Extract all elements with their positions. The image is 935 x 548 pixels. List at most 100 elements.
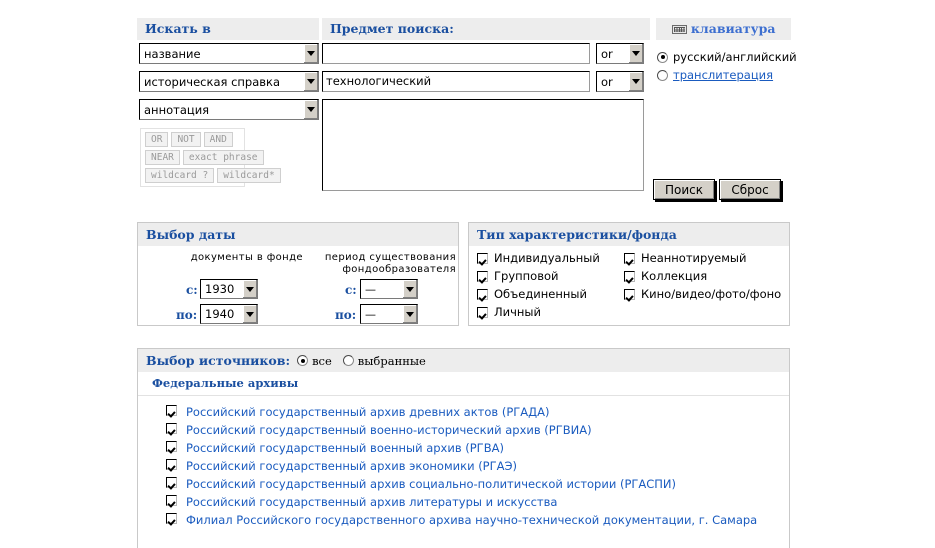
radio-sources-selected[interactable] (342, 355, 354, 366)
archive-link-rgali[interactable]: Российский государственный архив литерат… (186, 495, 558, 509)
where-header: Искать в (137, 18, 319, 40)
fund-type-item-group[interactable]: Групповой (477, 269, 622, 283)
fund-type-item-personal[interactable]: Личный (477, 305, 622, 319)
op-not-button[interactable]: NOT (171, 132, 201, 147)
op-near-button[interactable]: NEAR (145, 150, 180, 165)
archive-link-rgada[interactable]: Российский государственный архив древних… (186, 405, 550, 419)
archive-link-rgantd-samara[interactable]: Филиал Российского государственного архи… (186, 513, 758, 527)
sources-mode-selected[interactable]: выбранные (342, 354, 426, 368)
language-option-ru-en-label: русский/английский (673, 50, 797, 64)
chevron-down-icon[interactable] (303, 100, 318, 119)
radio-sources-all[interactable] (297, 355, 309, 366)
checkbox-archive-rgali[interactable] (166, 495, 177, 506)
checkbox-archive-rgada[interactable] (166, 405, 177, 416)
list-item[interactable]: Российский государственный военно-истори… (138, 421, 789, 439)
op-and-button[interactable]: AND (203, 132, 233, 147)
chevron-down-icon[interactable] (303, 44, 318, 63)
list-item[interactable]: Российский государственный архив литерат… (138, 493, 789, 511)
op-wildcard-question-button[interactable]: wildcard ? (145, 168, 215, 183)
chevron-down-icon[interactable] (402, 305, 417, 323)
chevron-down-icon[interactable] (628, 44, 643, 63)
list-item[interactable]: Российский государственный архив экономи… (138, 457, 789, 475)
keyboard-header: клавиатура (656, 18, 791, 40)
fund-type-item-individual-label: Индивидуальный (494, 251, 600, 265)
list-item[interactable]: Российский государственный архив социаль… (138, 475, 789, 493)
chevron-down-icon[interactable] (242, 305, 257, 323)
fund-type-item-collection[interactable]: Коллекция (624, 269, 789, 283)
checkbox-media[interactable] (624, 288, 635, 300)
date-documents-to-select[interactable]: 1940 (200, 304, 258, 324)
checkbox-archive-rgva[interactable] (166, 441, 177, 452)
language-option-translit-label[interactable]: транслитерация (673, 68, 774, 82)
fund-type-item-unannotated[interactable]: Неаннотируемый (624, 251, 789, 265)
join-operator-select-2-value: or (601, 74, 613, 89)
checkbox-united[interactable] (477, 288, 488, 300)
fund-type-right-column: Неаннотируемый Коллекция Кино/видео/фото… (624, 251, 789, 301)
reset-button[interactable]: Сброс (719, 179, 781, 200)
date-founder-from-value: — (365, 282, 376, 296)
list-item[interactable]: Филиал Российского государственного архи… (138, 511, 789, 529)
date-founder-from-select[interactable]: — (360, 279, 418, 299)
where-header-label: Искать в (145, 21, 211, 36)
join-operator-select-1[interactable]: or (596, 43, 644, 64)
checkbox-archive-rgvia[interactable] (166, 423, 177, 434)
query-input-1[interactable] (322, 43, 590, 64)
language-option-translit[interactable]: транслитерация (657, 68, 837, 82)
archive-link-rgae[interactable]: Российский государственный архив экономи… (186, 459, 518, 473)
chevron-down-icon[interactable] (242, 280, 257, 298)
checkbox-group[interactable] (477, 270, 488, 282)
fund-type-panel: Тип характеристики/фонда Индивидуальный … (468, 222, 790, 326)
checkbox-personal[interactable] (477, 306, 488, 318)
fund-type-item-unannotated-label: Неаннотируемый (641, 251, 747, 265)
archive-link-rgvia[interactable]: Российский государственный военно-истори… (186, 423, 592, 437)
radio-translit[interactable] (657, 69, 668, 81)
language-option-ru-en[interactable]: русский/английский (657, 50, 837, 64)
fund-type-item-individual[interactable]: Индивидуальный (477, 251, 622, 265)
op-exact-phrase-button[interactable]: exact phrase (182, 150, 264, 165)
fund-type-item-united-label: Объединенный (494, 287, 587, 301)
operator-helper-box: OR NOT AND NEAR exact phrase wildcard ? … (140, 128, 281, 187)
checkbox-archive-rgantd-samara[interactable] (166, 513, 177, 524)
date-documents-from-value: 1930 (205, 282, 235, 296)
checkbox-archive-rgae[interactable] (166, 459, 177, 470)
fund-type-item-personal-label: Личный (494, 305, 541, 319)
radio-ru-en[interactable] (657, 51, 668, 63)
fund-type-item-media[interactable]: Кино/видео/фото/фоно (624, 287, 789, 301)
archive-link-rgaspi[interactable]: Российский государственный архив социаль… (186, 477, 677, 491)
fund-type-item-united[interactable]: Объединенный (477, 287, 622, 301)
date-col-documents: документы в фонде (178, 252, 303, 264)
search-button[interactable]: Поиск (653, 179, 715, 200)
list-item[interactable]: Российский государственный архив древних… (138, 403, 789, 421)
op-or-button[interactable]: OR (145, 132, 169, 147)
chevron-down-icon[interactable] (303, 72, 318, 91)
checkbox-individual[interactable] (477, 252, 488, 264)
join-operator-select-2[interactable]: or (596, 71, 644, 92)
date-founder-to-label: по: (335, 308, 357, 322)
sources-group-title: Федеральные архивы (138, 372, 789, 396)
date-documents-from-select[interactable]: 1930 (200, 279, 258, 299)
chevron-down-icon[interactable] (628, 72, 643, 91)
checkbox-unannotated[interactable] (624, 252, 635, 264)
list-item[interactable]: Российский государственный военный архив… (138, 439, 789, 457)
scope-select-2[interactable]: историческая справка (139, 71, 319, 92)
archive-link-rgva[interactable]: Российский государственный военный архив… (186, 441, 504, 455)
query-textarea-3[interactable] (322, 99, 644, 191)
query-input-2[interactable]: технологический (322, 71, 590, 92)
chevron-down-icon[interactable] (402, 280, 417, 298)
keyboard-icon[interactable] (671, 25, 687, 34)
checkbox-collection[interactable] (624, 270, 635, 282)
date-panel: Выбор даты документы в фонде период суще… (137, 222, 459, 326)
scope-select-3[interactable]: аннотация (139, 99, 319, 120)
sources-panel: Выбор источников: все выбранные Федераль… (137, 348, 790, 548)
scope-select-3-value: аннотация (144, 102, 210, 117)
date-founder-to-value: — (365, 307, 376, 321)
checkbox-archive-rgaspi[interactable] (166, 477, 177, 488)
date-founder-from-label: с: (345, 283, 357, 297)
date-founder-to-select[interactable]: — (360, 304, 418, 324)
scope-select-1[interactable]: название (139, 43, 319, 64)
sources-mode-all[interactable]: все (297, 354, 332, 368)
date-col-founder-title-line2: фондообразователя (342, 264, 456, 275)
op-wildcard-star-button[interactable]: wildcard* (217, 168, 281, 183)
keyboard-header-label[interactable]: клавиатура (690, 21, 776, 36)
